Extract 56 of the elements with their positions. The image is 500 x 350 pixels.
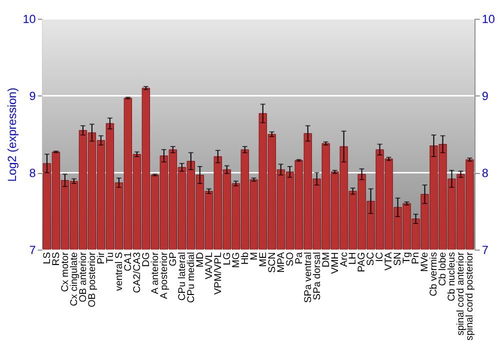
y2-tick-label: 7 [482, 244, 488, 258]
x-tick-label: VTA [384, 252, 395, 270]
y-axis-title: Log2 (expression) [6, 88, 19, 182]
x-tick-label: Hb [240, 252, 251, 265]
x-tick-label: Arc [338, 252, 350, 267]
x-tick-label: CA1 [122, 252, 134, 272]
x-tick-label: VPM/VPL [212, 252, 224, 295]
x-tick-label: SN [392, 252, 404, 266]
x-tick-label: DM [320, 252, 332, 268]
x-tick-label: Cx motor [60, 251, 71, 292]
x-tick-label: VA/VL [204, 252, 215, 280]
x-tick-label: A anterior [150, 251, 161, 294]
x-tick-label: Tg [402, 252, 413, 264]
x-tick-label: Cb nucleus [446, 252, 458, 302]
x-tick-label: Cb lobe [438, 252, 449, 286]
x-tick-label: OB anterior [78, 251, 89, 302]
y2-tick-label: 10 [482, 13, 496, 26]
y-tick-label: 7 [29, 244, 36, 258]
x-tick-label: IC [374, 252, 386, 262]
y2-tick-label: 9 [482, 90, 488, 104]
x-tick-label: A posterior [158, 251, 170, 300]
x-tick-label: PAG [356, 252, 368, 272]
x-tick-label: Cx cingulate [68, 252, 80, 306]
x-tick-label: Pir [96, 251, 107, 264]
x-tick-label: CPu medial [186, 252, 197, 303]
x-tick-label: M [248, 252, 260, 260]
x-tick-label: DG [140, 252, 152, 267]
y-tick-label: 9 [29, 90, 36, 104]
x-tick-label: SCN [266, 252, 278, 273]
x-tick-label: LS [42, 252, 53, 264]
x-tick-label: MPA [276, 252, 287, 273]
x-tick-label: CPu lateral [176, 252, 188, 301]
x-tick-label: GP [168, 252, 179, 266]
x-tick-label: spinal cord posterior [464, 251, 476, 340]
x-tick-label: LG [222, 252, 233, 266]
y-tick-label: 8 [29, 167, 36, 180]
x-tick-label: MD [194, 252, 206, 268]
x-tick-label: ME [258, 252, 269, 267]
x-tick-label: SC [366, 252, 377, 266]
x-tick-label: SPa dorsal [312, 252, 323, 300]
x-tick-label: spinal cord anterior [456, 251, 467, 336]
x-tick-label: LH [348, 252, 359, 265]
x-tick-label: Pn [410, 252, 422, 264]
y2-tick-label: 8 [482, 167, 489, 180]
x-tick-label: CA2/CA3 [132, 252, 143, 294]
x-tick-label: Pa [294, 252, 305, 264]
x-tick-label: MG [230, 252, 242, 268]
x-tick-label: VMH [330, 252, 341, 274]
x-tick-label: ventral S [114, 252, 125, 291]
x-tick-label: OB posterior [86, 251, 98, 308]
x-tick-label: Tu [104, 252, 116, 264]
x-tick-label: RS [50, 252, 62, 266]
x-tick-label: MVe [420, 252, 431, 272]
y-tick-label: 10 [22, 13, 36, 26]
x-tick-label: SO [284, 252, 296, 266]
x-tick-label: SPa ventral [302, 252, 314, 303]
